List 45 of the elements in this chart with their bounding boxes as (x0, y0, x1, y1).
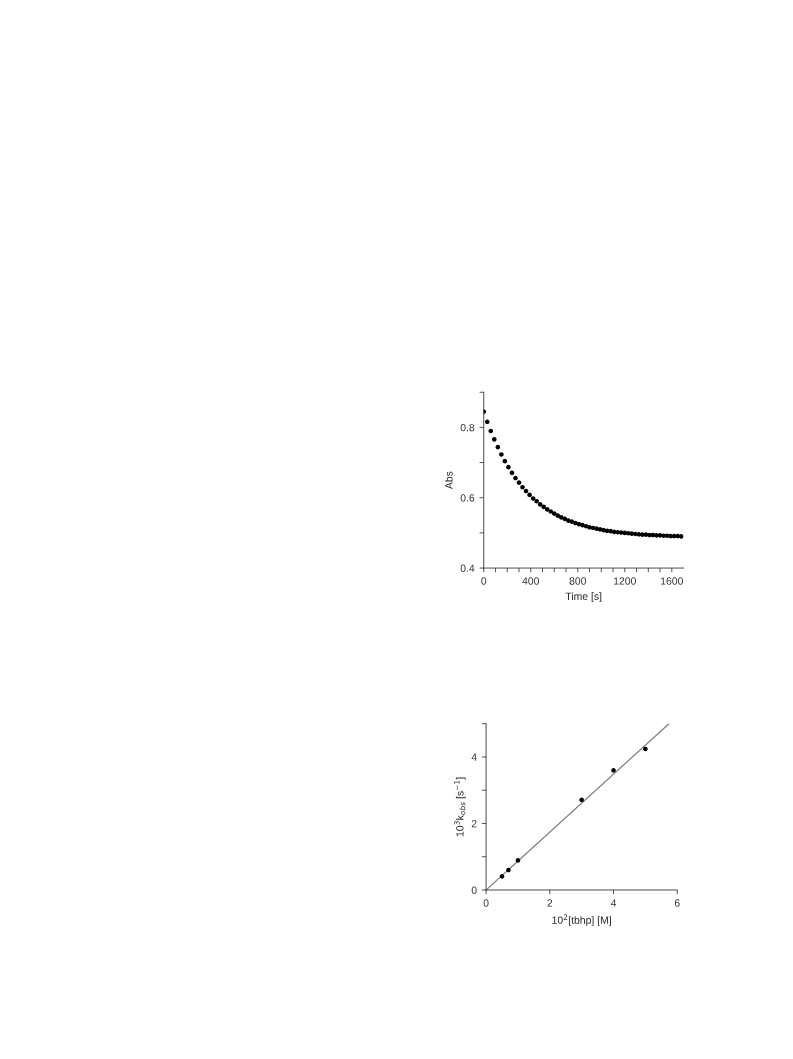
x-tick-label: 4 (610, 899, 617, 907)
point (492, 437, 497, 442)
x-tick-label: 800 (569, 577, 587, 585)
y-tick-label: 0.6 (460, 494, 475, 502)
point (506, 464, 511, 470)
point (513, 475, 518, 481)
point (548, 509, 554, 514)
point (537, 502, 543, 507)
point (516, 480, 522, 485)
point (559, 515, 564, 520)
point (515, 858, 521, 863)
x-tick-label: 0 (481, 577, 487, 585)
point (544, 507, 550, 512)
point (555, 513, 561, 518)
y-tick-label: 4 (471, 753, 477, 761)
point (520, 484, 525, 490)
point (506, 867, 511, 873)
point (643, 746, 648, 752)
y-axis-title: Abs (444, 471, 453, 490)
x-tick-label: 2 (547, 899, 553, 907)
point (594, 526, 599, 531)
point (551, 511, 557, 516)
x-tick-label: 6 (674, 899, 680, 907)
y-tick-label: 0.4 (460, 564, 475, 572)
x-axis-title: 10$^{2}$[tbhp] [M] (552, 914, 611, 926)
point (499, 874, 505, 879)
point (483, 409, 487, 414)
y-axis-title: 10$^{3}$k$_{obs}$ [s$^{−1}$] (454, 777, 466, 837)
point (499, 452, 504, 457)
point (523, 488, 529, 494)
x-tick-label: 1200 (614, 577, 636, 585)
y-tick-label: 2 (471, 819, 477, 828)
x-tick-label: 400 (522, 577, 540, 585)
x-tick-label: 0 (483, 899, 489, 907)
x-tick-label: 1600 (661, 577, 683, 585)
point (579, 797, 584, 803)
x-axis-title: Time [s] (565, 592, 602, 603)
point (530, 496, 536, 501)
y-tick-label: 0.8 (460, 423, 475, 432)
point (611, 767, 616, 773)
y-tick-label: 0 (471, 886, 477, 894)
point (678, 534, 684, 539)
point (527, 492, 532, 498)
point (566, 518, 571, 523)
point (534, 498, 539, 504)
